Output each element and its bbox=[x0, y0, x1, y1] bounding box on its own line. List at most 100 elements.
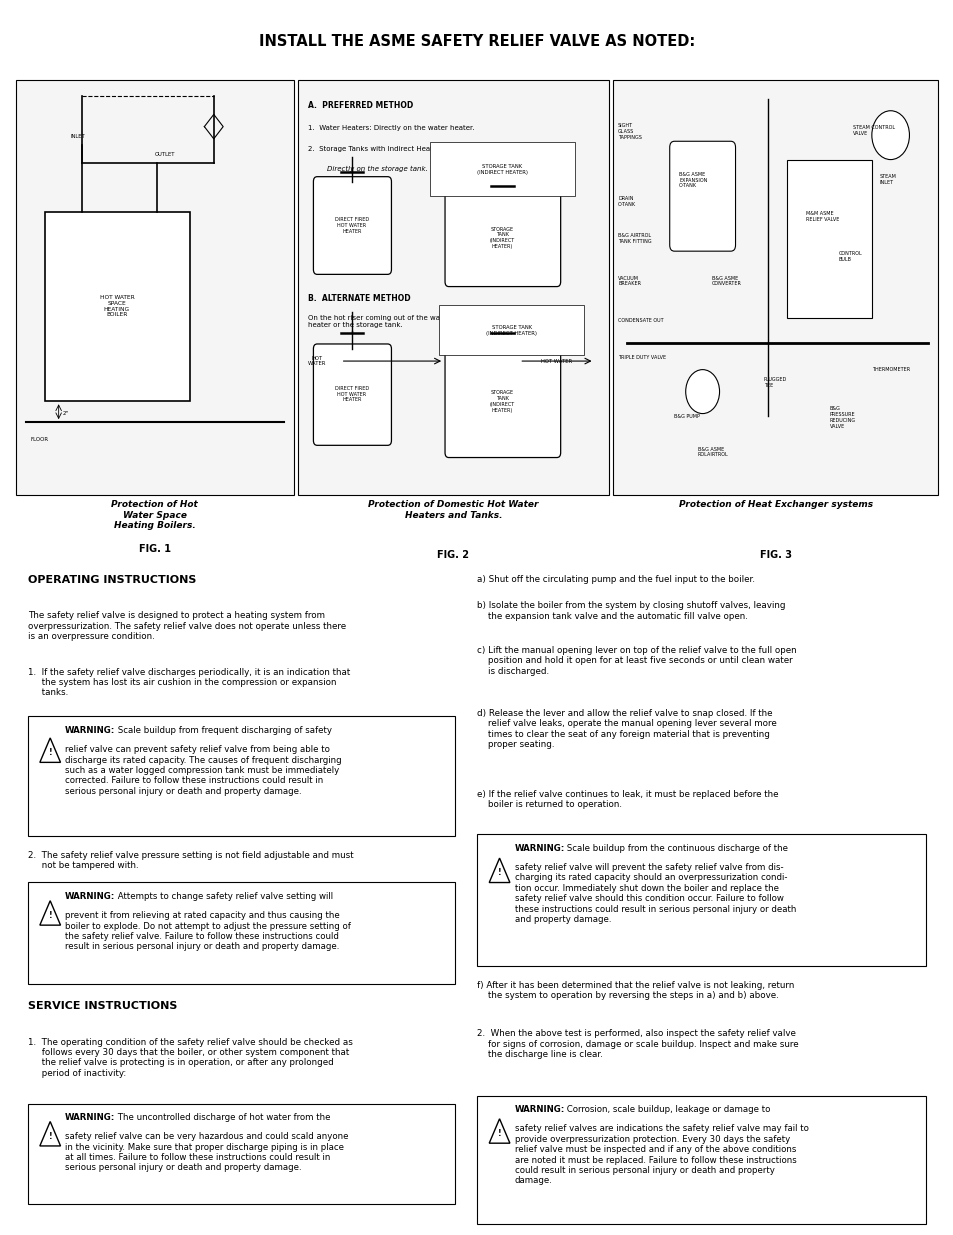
FancyBboxPatch shape bbox=[28, 716, 455, 836]
Text: STORAGE
TANK
(INDIRECT
HEATER): STORAGE TANK (INDIRECT HEATER) bbox=[489, 390, 515, 412]
FancyBboxPatch shape bbox=[28, 1104, 455, 1204]
Text: THERMOMETER: THERMOMETER bbox=[871, 367, 909, 372]
FancyBboxPatch shape bbox=[430, 142, 574, 196]
Polygon shape bbox=[40, 739, 60, 762]
Text: Attempts to change safety relief valve setting will: Attempts to change safety relief valve s… bbox=[115, 892, 333, 902]
Text: B&G ASME
EXPANSION
O-TANK: B&G ASME EXPANSION O-TANK bbox=[679, 172, 707, 189]
Text: B&G PUMP: B&G PUMP bbox=[674, 414, 700, 419]
Text: INLET: INLET bbox=[70, 133, 85, 138]
Text: 1.  The operating condition of the safety relief valve should be checked as
    : 1. The operating condition of the safety… bbox=[28, 1037, 352, 1078]
Text: WARNING:: WARNING: bbox=[65, 1113, 115, 1123]
Text: STORAGE TANK
(INDIRECT HEATER): STORAGE TANK (INDIRECT HEATER) bbox=[486, 325, 537, 336]
Text: STEAM
INLET: STEAM INLET bbox=[879, 174, 895, 185]
Text: B&G ASME
CONVERTER: B&G ASME CONVERTER bbox=[711, 275, 741, 287]
Text: a) Shut off the circulating pump and the fuel input to the boiler.: a) Shut off the circulating pump and the… bbox=[476, 574, 754, 584]
Text: HOT WATER
SPACE
HEATING
BOILER: HOT WATER SPACE HEATING BOILER bbox=[99, 295, 134, 317]
FancyBboxPatch shape bbox=[45, 212, 190, 401]
FancyBboxPatch shape bbox=[476, 1095, 925, 1224]
FancyBboxPatch shape bbox=[476, 835, 925, 966]
Text: relief valve can prevent safety relief valve from being able to
discharge its ra: relief valve can prevent safety relief v… bbox=[65, 745, 341, 795]
Text: HOT
WATER: HOT WATER bbox=[308, 356, 326, 367]
FancyBboxPatch shape bbox=[298, 80, 608, 495]
Text: B&G AIRTROL
TANK FITTING: B&G AIRTROL TANK FITTING bbox=[618, 233, 651, 243]
FancyBboxPatch shape bbox=[669, 141, 735, 251]
Text: WARNING:: WARNING: bbox=[514, 845, 564, 853]
Text: FLOOR: FLOOR bbox=[30, 437, 49, 442]
Polygon shape bbox=[40, 1121, 60, 1146]
Text: PLUGGED
TEE: PLUGGED TEE bbox=[763, 377, 786, 388]
FancyBboxPatch shape bbox=[439, 305, 583, 354]
Text: 2.  Storage Tanks with Indirect Heater:: 2. Storage Tanks with Indirect Heater: bbox=[308, 146, 441, 152]
Text: WARNING:: WARNING: bbox=[514, 1105, 564, 1114]
FancyBboxPatch shape bbox=[444, 345, 560, 457]
Text: safety relief valve will prevent the safety relief valve from dis-
charging its : safety relief valve will prevent the saf… bbox=[514, 863, 795, 924]
Text: CONTROL
BULB: CONTROL BULB bbox=[838, 251, 862, 262]
Text: 2.  The safety relief valve pressure setting is not field adjustable and must
  : 2. The safety relief valve pressure sett… bbox=[28, 851, 353, 871]
FancyBboxPatch shape bbox=[28, 883, 455, 984]
Text: The safety relief valve is designed to protect a heating system from
overpressur: The safety relief valve is designed to p… bbox=[28, 611, 345, 641]
Text: !: ! bbox=[49, 1131, 52, 1141]
Text: The uncontrolled discharge of hot water from the: The uncontrolled discharge of hot water … bbox=[115, 1113, 330, 1123]
Text: OPERATING INSTRUCTIONS: OPERATING INSTRUCTIONS bbox=[28, 574, 195, 584]
Text: f) After it has been determined that the relief valve is not leaking, return
   : f) After it has been determined that the… bbox=[476, 981, 794, 1000]
Text: d) Release the lever and allow the relief valve to snap closed. If the
    relie: d) Release the lever and allow the relie… bbox=[476, 709, 776, 750]
Text: Directly on the storage tank.: Directly on the storage tank. bbox=[326, 165, 427, 172]
Text: !: ! bbox=[49, 911, 52, 920]
Text: SIGHT
GLASS
TAPPINGS: SIGHT GLASS TAPPINGS bbox=[618, 124, 641, 140]
Circle shape bbox=[871, 111, 908, 159]
FancyBboxPatch shape bbox=[314, 345, 391, 446]
Text: TRIPLE DUTY VALVE: TRIPLE DUTY VALVE bbox=[618, 354, 665, 359]
Text: M&M ASME
RELIEF VALVE: M&M ASME RELIEF VALVE bbox=[805, 211, 839, 221]
Text: STEAM CONTROL
VALVE: STEAM CONTROL VALVE bbox=[852, 126, 894, 136]
Text: Protection of Domestic Hot Water
Heaters and Tanks.: Protection of Domestic Hot Water Heaters… bbox=[368, 500, 538, 520]
Text: Scale buildup from the continuous discharge of the: Scale buildup from the continuous discha… bbox=[564, 845, 787, 853]
Text: Scale buildup from frequent discharging of safety: Scale buildup from frequent discharging … bbox=[115, 726, 332, 735]
Text: c) Lift the manual opening lever on top of the relief valve to the full open
   : c) Lift the manual opening lever on top … bbox=[476, 646, 796, 676]
Text: !: ! bbox=[497, 1129, 501, 1137]
Text: !: ! bbox=[49, 748, 52, 757]
FancyBboxPatch shape bbox=[314, 177, 391, 274]
Text: safety relief valve can be very hazardous and could scald anyone
in the vicinity: safety relief valve can be very hazardou… bbox=[65, 1132, 349, 1172]
Text: CONDENSATE OUT: CONDENSATE OUT bbox=[618, 319, 663, 324]
Text: DIRECT FIRED
HOT WATER
HEATER: DIRECT FIRED HOT WATER HEATER bbox=[335, 217, 369, 233]
Text: A.  PREFERRED METHOD: A. PREFERRED METHOD bbox=[308, 101, 413, 110]
Text: FIG. 3: FIG. 3 bbox=[760, 551, 791, 561]
Text: B.  ALTERNATE METHOD: B. ALTERNATE METHOD bbox=[308, 294, 410, 303]
Text: HOT WATER: HOT WATER bbox=[540, 358, 572, 363]
Text: Corrosion, scale buildup, leakage or damage to: Corrosion, scale buildup, leakage or dam… bbox=[564, 1105, 770, 1114]
Text: OUTLET: OUTLET bbox=[154, 152, 175, 157]
Text: safety relief valves are indications the safety relief valve may fail to
provide: safety relief valves are indications the… bbox=[514, 1124, 807, 1186]
Circle shape bbox=[685, 369, 719, 414]
Text: e) If the relief valve continues to leak, it must be replaced before the
    boi: e) If the relief valve continues to leak… bbox=[476, 789, 778, 809]
Text: B&G ASME
ROLAIRTROL: B&G ASME ROLAIRTROL bbox=[698, 447, 728, 457]
Text: 1.  Water Heaters: Directly on the water heater.: 1. Water Heaters: Directly on the water … bbox=[308, 126, 474, 131]
Text: DIRECT FIRED
HOT WATER
HEATER: DIRECT FIRED HOT WATER HEATER bbox=[335, 385, 369, 403]
Text: Protection of Heat Exchanger systems: Protection of Heat Exchanger systems bbox=[679, 500, 872, 509]
Text: INSTALL THE ASME SAFETY RELIEF VALVE AS NOTED:: INSTALL THE ASME SAFETY RELIEF VALVE AS … bbox=[258, 33, 695, 49]
Text: Protection of Hot
Water Space
Heating Boilers.: Protection of Hot Water Space Heating Bo… bbox=[112, 500, 197, 530]
FancyBboxPatch shape bbox=[444, 189, 560, 287]
Text: On the hot riser coming out of the water
heater or the storage tank.: On the hot riser coming out of the water… bbox=[308, 315, 449, 327]
Text: B&G
PRESSURE
REDUCING
VALVE: B&G PRESSURE REDUCING VALVE bbox=[829, 406, 855, 429]
Text: 2.  When the above test is performed, also inspect the safety relief valve
    f: 2. When the above test is performed, als… bbox=[476, 1029, 798, 1060]
Text: VACUUM
BREAKER: VACUUM BREAKER bbox=[618, 275, 640, 287]
Text: STORAGE TANK
(INDIRECT HEATER): STORAGE TANK (INDIRECT HEATER) bbox=[476, 164, 527, 174]
Text: !: ! bbox=[497, 868, 501, 877]
Text: 2": 2" bbox=[62, 411, 69, 416]
Text: WARNING:: WARNING: bbox=[65, 726, 115, 735]
Text: WARNING:: WARNING: bbox=[65, 892, 115, 902]
Text: b) Isolate the boiler from the system by closing shutoff valves, leaving
    the: b) Isolate the boiler from the system by… bbox=[476, 601, 784, 621]
FancyBboxPatch shape bbox=[16, 80, 294, 495]
Text: STORAGE
TANK
(INDIRECT
HEATER): STORAGE TANK (INDIRECT HEATER) bbox=[489, 226, 515, 249]
Text: DRAIN
O-TANK: DRAIN O-TANK bbox=[618, 196, 636, 207]
Polygon shape bbox=[40, 900, 60, 925]
Text: FIG. 2: FIG. 2 bbox=[437, 551, 469, 561]
Polygon shape bbox=[489, 858, 509, 883]
Text: 1.  If the safety relief valve discharges periodically, it is an indication that: 1. If the safety relief valve discharges… bbox=[28, 668, 350, 698]
Text: prevent it from relieving at rated capacity and thus causing the
boiler to explo: prevent it from relieving at rated capac… bbox=[65, 911, 351, 951]
Polygon shape bbox=[489, 1119, 509, 1144]
FancyBboxPatch shape bbox=[786, 159, 871, 319]
FancyBboxPatch shape bbox=[613, 80, 937, 495]
Text: FIG. 1: FIG. 1 bbox=[138, 545, 171, 555]
Text: SERVICE INSTRUCTIONS: SERVICE INSTRUCTIONS bbox=[28, 1000, 177, 1011]
